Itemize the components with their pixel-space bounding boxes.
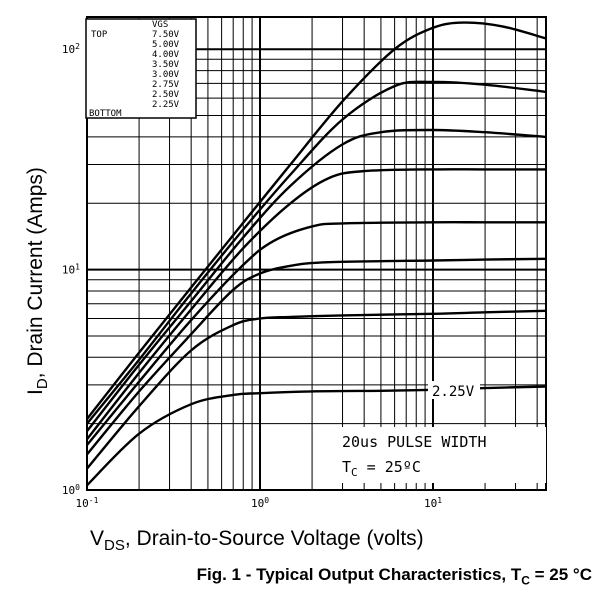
series-line-7-50v <box>86 21 547 420</box>
legend-entry: 4.00V <box>152 50 180 60</box>
x-axis-title: VDS, Drain-to-Source Voltage (volts) <box>90 527 424 554</box>
y-tick-label: 100 <box>62 483 80 497</box>
caption-sub: C <box>521 573 530 588</box>
series-line-5-00v <box>86 80 547 425</box>
legend-entry: 7.50V <box>152 30 180 40</box>
legend-entry: 2.25V <box>152 100 180 110</box>
note-line1: 20us PULSE WIDTH <box>342 433 487 451</box>
series-line-3-50v <box>86 168 546 440</box>
legend-header: VGS <box>152 20 168 30</box>
legend-entry: 3.00V <box>152 70 180 80</box>
legend-entry: 2.75V <box>152 80 180 90</box>
note-line2-sub: C <box>351 466 358 479</box>
y-axis-title-sub: D <box>34 378 51 389</box>
curve-label-bg <box>428 381 480 399</box>
y-axis-title: ID, Drain Current (Amps) <box>24 167 51 395</box>
note-line2-rest: = 25ºC <box>358 458 421 476</box>
curves <box>86 21 547 487</box>
x-tick-label: 10-1 <box>76 496 99 510</box>
y-tick-label: 102 <box>62 42 80 56</box>
x-axis-title-sub: DS <box>104 537 125 554</box>
x-axis-title-main: V <box>90 527 104 550</box>
legend-bottom-label: BOTTOM <box>89 109 122 119</box>
y-tick-label: 101 <box>62 263 80 277</box>
legend-entry: 2.50V <box>152 90 180 100</box>
curve-label-text: 2.25V <box>432 384 475 400</box>
series-line-2-50v <box>86 309 547 470</box>
note-line2: TC = 25ºC <box>342 458 421 479</box>
caption-prefix: Fig. 1 - Typical Output Characteristics,… <box>196 565 522 584</box>
caption-suffix: = 25 °C <box>529 565 592 584</box>
series-line-2-75v <box>86 257 547 456</box>
figure-caption: Fig. 1 - Typical Output Characteristics,… <box>0 565 610 587</box>
y-axis-title-rest: , Drain Current (Amps) <box>24 167 47 378</box>
legend-entry: 5.00V <box>152 40 180 50</box>
y-axis-title-main: I <box>24 389 47 395</box>
x-axis-title-rest: , Drain-to-Source Voltage (volts) <box>125 527 424 550</box>
pulse-note: 20us PULSE WIDTH TC = 25ºC <box>334 427 546 483</box>
x-tick-label: 101 <box>424 496 442 510</box>
note-line2-main: T <box>342 458 351 476</box>
legend: VGS TOP BOTTOM 7.50V5.00V4.00V3.50V3.00V… <box>85 18 197 119</box>
curve-label-2-25v: 2.25V <box>428 381 480 400</box>
legend-top-label: TOP <box>91 30 108 40</box>
plot-frame <box>86 16 547 491</box>
note-box <box>334 427 546 483</box>
series-line-3-00v <box>86 221 546 446</box>
x-tick-label: 100 <box>251 496 269 510</box>
legend-entry: 3.50V <box>152 60 180 70</box>
series-line-4-00v <box>86 128 547 432</box>
legend-box <box>85 18 197 119</box>
